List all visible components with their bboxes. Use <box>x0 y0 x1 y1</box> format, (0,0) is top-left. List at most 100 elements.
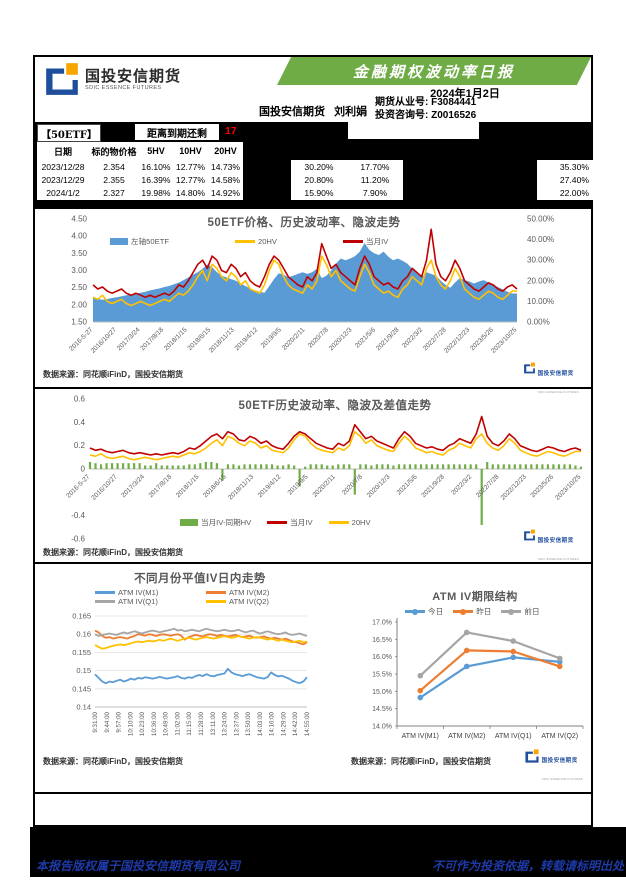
legend-swatch-line <box>328 521 349 524</box>
svg-text:9:57:00: 9:57:00 <box>116 711 123 732</box>
legend-swatch-dot <box>412 608 418 615</box>
svg-text:1.50: 1.50 <box>71 318 87 327</box>
legend-swatch-bar <box>180 519 198 526</box>
license-futures: 期货从业号: F3084441 <box>375 97 477 108</box>
svg-text:0.14: 0.14 <box>76 703 91 712</box>
chart4-legend: 今日 昨日 前日 <box>405 606 540 617</box>
legend-swatch-dot <box>460 608 467 615</box>
company-logo-name: 国投安信期货 <box>85 68 182 85</box>
legend-label: 今日 <box>428 607 444 616</box>
svg-text:2023/10/25: 2023/10/25 <box>490 326 519 355</box>
legend-label: ATM IV(Q1) <box>118 597 158 606</box>
svg-text:2017/8/18: 2017/8/18 <box>139 326 165 352</box>
table-row: 2024/1/2 2.327 19.98% 14.80% 14.92% <box>46 187 241 198</box>
chart3-source: 数据来源：同花顺iFinD，国投安信期货 <box>43 757 183 766</box>
svg-text:13:11:00: 13:11:00 <box>210 711 217 735</box>
company-logo-icon <box>43 62 81 96</box>
svg-text:2016/10/27: 2016/10/27 <box>90 473 119 502</box>
svg-text:2016-5-27: 2016-5-27 <box>65 473 91 499</box>
svg-text:2021/5/6: 2021/5/6 <box>354 326 377 349</box>
svg-text:2018/11/13: 2018/11/13 <box>208 326 236 354</box>
svg-text:40.00%: 40.00% <box>527 235 554 244</box>
chart1-price-hv-iv: 4.50 4.00 3.50 3.00 2.50 2.00 1.50 50.00% 40.00%… <box>68 215 554 355</box>
disclaimer-text: 不可作为投资依据，转载请标明出处 <box>431 859 624 873</box>
legend-label: 20HV <box>257 237 277 246</box>
license-advisory: 投资咨询号: Z0016526 <box>375 109 477 121</box>
company-logo-subtitle: SDIC ESSENCE FUTURES <box>85 85 162 91</box>
svg-text:0: 0 <box>81 465 86 474</box>
analyst-name: 刘利娟 <box>334 106 368 118</box>
report-date: 2024年1月2日 <box>430 88 500 100</box>
svg-text:2018/11/13: 2018/11/13 <box>227 473 255 501</box>
disclaimer-bar: 本报告版权属于国投安信期货有限公司 不可作为投资依据，转载请标明出处 <box>30 827 626 877</box>
svg-text:2017/3/24: 2017/3/24 <box>116 326 142 352</box>
chart2-source: 数据来源：同花顺iFinD，国投安信期货 <box>43 548 183 557</box>
svg-text:3.00: 3.00 <box>71 266 87 275</box>
legend-swatch-line <box>501 608 522 615</box>
svg-text:10:36:00: 10:36:00 <box>151 711 158 736</box>
footer-logo: 国投安信期货 SDIC ESSENCE FUTURES <box>523 362 579 398</box>
analyst-line: 国投安信期货 刘利娟 <box>259 103 367 119</box>
summary-table-band: 【50ETF】 距离到期还剩 17 日期 标的物价格 5HV 10HV 20HV… <box>35 122 593 209</box>
chart1-source: 数据来源：同花顺iFinD，国投安信期货 <box>43 370 183 379</box>
hv-table-header: 日期 标的物价格 5HV 10HV 20HV <box>53 146 237 157</box>
instrument-label: 【50ETF】 <box>37 124 101 142</box>
svg-text:30.00%: 30.00% <box>527 256 554 265</box>
iv-columns-box: 30.20% 17.70% 20.80% 11.20% 15.90% 7.90% <box>291 160 403 200</box>
svg-text:4.00: 4.00 <box>71 232 87 241</box>
legend-label: 昨日 <box>476 607 492 616</box>
svg-text:16.0%: 16.0% <box>372 654 392 661</box>
chart1-title: 50ETF价格、历史波动率、隐波走势 <box>207 217 401 229</box>
svg-text:15.0%: 15.0% <box>372 689 392 696</box>
svg-text:13:24:00: 13:24:00 <box>222 711 229 736</box>
svg-text:10.00%: 10.00% <box>527 297 554 306</box>
svg-text:14:55:00: 14:55:00 <box>304 711 311 736</box>
svg-text:11:28:00: 11:28:00 <box>198 711 205 735</box>
svg-text:2019/4/12: 2019/4/12 <box>257 473 283 499</box>
legend-label: 20HV <box>351 518 371 527</box>
svg-text:3.50: 3.50 <box>71 249 87 258</box>
svg-text:2018/6/15: 2018/6/15 <box>202 473 228 499</box>
svg-text:13:37:00: 13:37:00 <box>233 711 240 736</box>
svg-text:2017/8/18: 2017/8/18 <box>148 473 174 499</box>
svg-text:14:29:00: 14:29:00 <box>280 711 287 736</box>
svg-text:2022/3/2: 2022/3/2 <box>401 326 424 349</box>
legend-swatch-line <box>405 608 425 615</box>
svg-text:11:15:00: 11:15:00 <box>186 711 193 735</box>
chart2-title: 50ETF历史波动率、隐波及差值走势 <box>238 400 432 412</box>
expiry-label: 距离到期还剩 <box>135 124 219 140</box>
svg-text:14:16:00: 14:16:00 <box>269 711 276 736</box>
svg-text:2019/4/12: 2019/4/12 <box>234 326 260 352</box>
svg-text:17.0%: 17.0% <box>372 620 392 627</box>
svg-text:0.6: 0.6 <box>74 395 86 404</box>
svg-text:20.00%: 20.00% <box>527 276 554 285</box>
svg-text:2018/1/15: 2018/1/15 <box>163 326 189 352</box>
copyright-text: 本报告版权属于国投安信期货有限公司 <box>36 859 241 873</box>
legend-label: 当月IV-同期HV <box>201 518 252 527</box>
svg-text:10:49:00: 10:49:00 <box>163 711 170 736</box>
svg-text:0.165: 0.165 <box>72 612 91 621</box>
days-to-expiry: 17 <box>225 125 237 137</box>
svg-text:ATM IV(M1): ATM IV(M1) <box>402 733 439 740</box>
chart1-legend: 左轴50ETF 20HV 当月IV <box>110 236 404 247</box>
legend-swatch-line <box>95 591 115 594</box>
svg-text:14.5%: 14.5% <box>372 706 392 713</box>
table-row: 15.90% 7.90% <box>304 188 388 199</box>
svg-text:2017/3/24: 2017/3/24 <box>120 473 146 499</box>
bottom-charts-section: 0.165 0.16 0.155 0.15 0.145 0.14 9:31:00 9:44:0… <box>35 562 591 792</box>
svg-text:2020/2/11: 2020/2/11 <box>312 473 338 499</box>
legend-label: 前日 <box>524 607 540 616</box>
legend-label: 当月IV <box>290 518 313 527</box>
report-page-frame: 国投安信期货 SDIC ESSENCE FUTURES 金融期权波动率日报 20… <box>33 55 593 827</box>
legend-swatch-line <box>95 600 115 603</box>
svg-text:ATM IV(Q1): ATM IV(Q1) <box>495 733 532 740</box>
svg-text:2023/5/26: 2023/5/26 <box>529 473 555 499</box>
report-header: 国投安信期货 SDIC ESSENCE FUTURES 金融期权波动率日报 20… <box>35 57 591 122</box>
redacted-blank-box <box>348 122 479 139</box>
legend-swatch-dot <box>508 608 515 615</box>
table-row: 2023/12/29 2.355 16.39% 12.77% 14.58% <box>41 174 241 185</box>
svg-text:11:02:00: 11:02:00 <box>174 711 181 735</box>
svg-text:2020/2/11: 2020/2/11 <box>281 326 307 352</box>
legend-label: 当月IV <box>365 237 389 246</box>
